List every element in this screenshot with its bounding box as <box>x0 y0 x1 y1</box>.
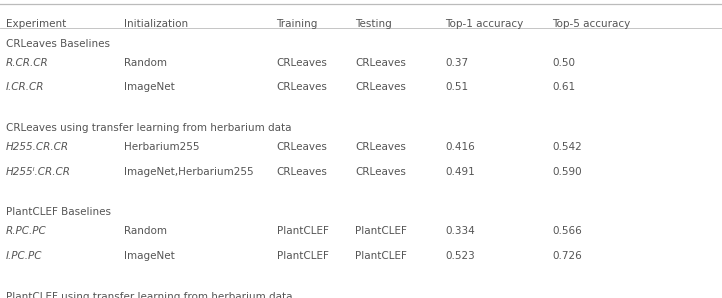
Text: ImageNet,Herbarium255: ImageNet,Herbarium255 <box>124 167 254 176</box>
Text: CRLeaves: CRLeaves <box>355 82 406 92</box>
Text: Herbarium255: Herbarium255 <box>124 142 200 152</box>
Text: 0.50: 0.50 <box>552 58 575 68</box>
Text: 0.590: 0.590 <box>552 167 582 176</box>
Text: CRLeaves: CRLeaves <box>277 58 327 68</box>
Text: 0.51: 0.51 <box>445 82 469 92</box>
Text: PlantCLEF: PlantCLEF <box>277 251 329 261</box>
Text: Training: Training <box>277 19 318 30</box>
Text: I.CR.CR: I.CR.CR <box>6 82 44 92</box>
Text: Random: Random <box>124 58 168 68</box>
Text: PlantCLEF Baselines: PlantCLEF Baselines <box>6 207 110 217</box>
Text: 0.542: 0.542 <box>552 142 582 152</box>
Text: 0.491: 0.491 <box>445 167 475 176</box>
Text: Initialization: Initialization <box>124 19 188 30</box>
Text: R.PC.PC: R.PC.PC <box>6 226 46 236</box>
Text: PlantCLEF using transfer learning from herbarium data: PlantCLEF using transfer learning from h… <box>6 292 292 298</box>
Text: PlantCLEF: PlantCLEF <box>355 226 407 236</box>
Text: Testing: Testing <box>355 19 392 30</box>
Text: 0.523: 0.523 <box>445 251 475 261</box>
Text: CRLeaves: CRLeaves <box>277 142 327 152</box>
Text: Random: Random <box>124 226 168 236</box>
Text: H255.CR.CR: H255.CR.CR <box>6 142 69 152</box>
Text: R.CR.CR: R.CR.CR <box>6 58 48 68</box>
Text: CRLeaves: CRLeaves <box>355 167 406 176</box>
Text: CRLeaves: CRLeaves <box>355 58 406 68</box>
Text: Top-1 accuracy: Top-1 accuracy <box>445 19 523 30</box>
Text: H255ᴵ.CR.CR: H255ᴵ.CR.CR <box>6 167 71 176</box>
Text: CRLeaves: CRLeaves <box>277 167 327 176</box>
Text: CRLeaves Baselines: CRLeaves Baselines <box>6 39 110 49</box>
Text: 0.334: 0.334 <box>445 226 475 236</box>
Text: Experiment: Experiment <box>6 19 66 30</box>
Text: CRLeaves using transfer learning from herbarium data: CRLeaves using transfer learning from he… <box>6 123 291 133</box>
Text: Top-5 accuracy: Top-5 accuracy <box>552 19 630 30</box>
Text: ImageNet: ImageNet <box>124 82 175 92</box>
Text: 0.566: 0.566 <box>552 226 582 236</box>
Text: CRLeaves: CRLeaves <box>355 142 406 152</box>
Text: 0.416: 0.416 <box>445 142 475 152</box>
Text: 0.61: 0.61 <box>552 82 575 92</box>
Text: I.PC.PC: I.PC.PC <box>6 251 43 261</box>
Text: CRLeaves: CRLeaves <box>277 82 327 92</box>
Text: 0.37: 0.37 <box>445 58 469 68</box>
Text: PlantCLEF: PlantCLEF <box>277 226 329 236</box>
Text: PlantCLEF: PlantCLEF <box>355 251 407 261</box>
Text: 0.726: 0.726 <box>552 251 582 261</box>
Text: ImageNet: ImageNet <box>124 251 175 261</box>
